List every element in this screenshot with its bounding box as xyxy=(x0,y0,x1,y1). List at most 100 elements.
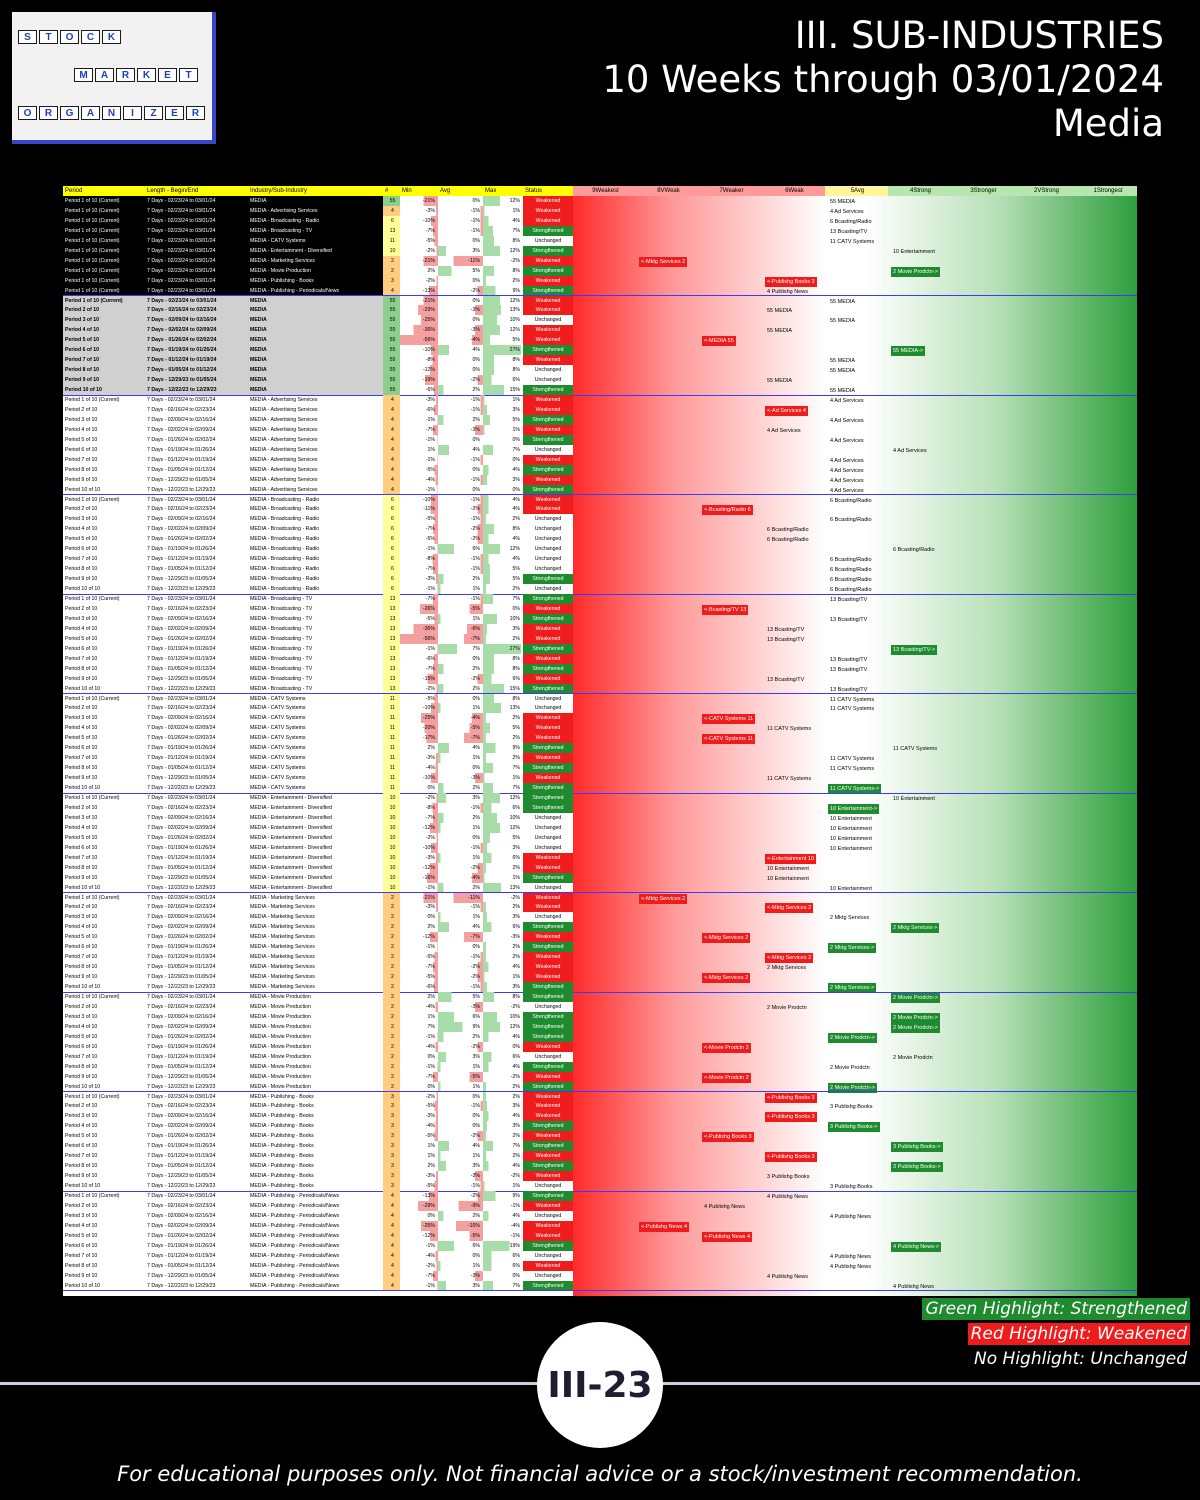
table-row: Period 1 of 10 (Current) 7 Days - 02/23/2… xyxy=(63,594,1137,604)
max-cell: 8% xyxy=(483,693,523,704)
col-header[interactable]: 5Avg xyxy=(825,186,888,196)
table-row: Period 10 of 10 7 Days - 12/22/23 to 12/2… xyxy=(63,1081,1137,1093)
period-cell: Period 7 of 10 xyxy=(65,755,98,762)
status-cell: Unchanged xyxy=(523,1270,573,1281)
status-cell: Strengthened xyxy=(523,225,573,236)
status-cell: Weakened xyxy=(523,773,573,784)
max-cell: 12% xyxy=(483,793,523,803)
table-row: Period 1 of 10 (Current) 7 Days - 02/23/2… xyxy=(63,395,1137,405)
count-cell: 6 xyxy=(383,494,400,505)
length-cell: 7 Days - 01/26/24 to 02/02/24 xyxy=(147,834,216,841)
status-cell: Weakened xyxy=(523,892,573,903)
max-cell: 12% xyxy=(483,325,523,336)
avg-cell: -1% xyxy=(438,982,483,993)
count-cell: 4 xyxy=(383,285,400,296)
logo-letter: M xyxy=(74,68,93,82)
max-cell: 8% xyxy=(483,355,523,366)
industry-cell: MEDIA - Entertainment - Diversified xyxy=(250,874,332,881)
zone-marker: <-Bcasting/TV 13 xyxy=(702,604,749,615)
industry-cell: MEDIA - Broadcasting - Radio xyxy=(250,576,320,583)
period-cell: Period 9 of 10 xyxy=(65,675,98,682)
col-header[interactable]: 6Weak xyxy=(762,186,825,196)
status-cell: Unchanged xyxy=(523,564,573,575)
col-header[interactable]: 9Weakest xyxy=(573,186,636,196)
period-cell: Period 6 of 10 xyxy=(65,1143,98,1150)
zone-marker: 2 Movie Prodctn-> xyxy=(828,1032,877,1043)
col-header[interactable]: 7Weaker xyxy=(699,186,762,196)
min-cell: -5% xyxy=(400,972,438,983)
length-cell: 7 Days - 01/26/24 to 02/02/24 xyxy=(147,635,216,642)
col-header[interactable]: 2VStrong xyxy=(1014,186,1077,196)
col-header[interactable]: Min xyxy=(400,186,438,196)
col-header[interactable]: Industry/Sub-Industry xyxy=(248,186,383,196)
zone-marker: <-Mktg Services 2 xyxy=(702,973,751,984)
avg-cell: 2% xyxy=(438,1031,483,1042)
min-cell: -26% xyxy=(400,603,438,614)
table-row: Period 7 of 10 7 Days - 01/12/24 to 01/19… xyxy=(63,1250,1137,1261)
status-cell: Unchanged xyxy=(523,703,573,714)
avg-cell: 5% xyxy=(438,992,483,1002)
table-row: Period 10 of 10 7 Days - 12/22/23 to 12/2… xyxy=(63,783,1137,795)
col-header[interactable]: Length - Begin/End xyxy=(145,186,248,196)
table-row: Period 9 of 10 7 Days - 12/29/23 to 01/05… xyxy=(63,1171,1137,1182)
table-row: Period 1 of 10 (Current) 7 Days - 02/23/2… xyxy=(63,892,1137,904)
industry-cell: MEDIA - Movie Production xyxy=(250,1003,311,1010)
min-cell: -3% xyxy=(400,1171,438,1182)
period-cell: Period 3 of 10 xyxy=(65,814,98,821)
min-cell: -8% xyxy=(400,802,438,813)
table-row: Period 6 of 10 7 Days - 01/19/24 to 01/26… xyxy=(63,942,1137,954)
status-cell: Weakened xyxy=(523,395,573,405)
count-cell: 3 xyxy=(383,1161,400,1172)
status-cell: Strengthened xyxy=(523,793,573,803)
zone-marker: 55 MEDIA-> xyxy=(891,346,926,357)
table-row: Period 1 of 10 (Current) 7 Days - 02/23/2… xyxy=(63,285,1137,296)
length-cell: 7 Days - 02/16/24 to 02/23/24 xyxy=(145,305,248,316)
col-header[interactable]: Avg xyxy=(438,186,483,196)
max-cell: 4% xyxy=(483,962,523,973)
col-header[interactable]: 4Strong xyxy=(888,186,951,196)
count-cell: 6 xyxy=(383,514,400,525)
table-header: Period Length - Begin/End Industry/Sub-Ind… xyxy=(63,186,1137,196)
zone-marker: 6 Bcasting/Radio xyxy=(767,527,809,534)
length-cell: 7 Days - 12/22/23 to 12/29/23 xyxy=(147,1183,216,1190)
logo-letter: C xyxy=(81,30,100,44)
length-cell: 7 Days - 12/29/23 to 01/05/24 xyxy=(147,675,216,682)
zone-marker: 2 Mktg Services xyxy=(767,965,807,972)
status-cell: Strengthened xyxy=(523,1011,573,1022)
logo-letter: O xyxy=(60,30,79,44)
min-cell: 1% xyxy=(427,1143,436,1150)
status-cell: Strengthened xyxy=(523,763,573,774)
col-header[interactable]: Period xyxy=(63,186,145,196)
period-cell: Period 1 of 10 (Current) xyxy=(63,295,145,306)
length-cell: 7 Days - 01/26/24 to 02/02/24 xyxy=(145,335,248,346)
avg-cell: 0% xyxy=(438,1250,483,1261)
avg-cell: 3% xyxy=(438,245,483,256)
col-header[interactable]: 8VWeak xyxy=(636,186,699,196)
count-cell: 11 xyxy=(383,723,400,734)
col-header[interactable]: Status xyxy=(523,186,573,196)
table-row: Period 1 of 10 (Current) 7 Days - 02/23/2… xyxy=(63,1191,1137,1201)
count-cell: 4 xyxy=(383,414,400,425)
avg-cell: 6% xyxy=(438,1240,483,1251)
zone-marker: <-Mktg Services 2 xyxy=(702,933,751,944)
col-header[interactable]: 1Strongest xyxy=(1077,186,1137,196)
period-cell: Period 10 of 10 xyxy=(65,1083,101,1090)
count-cell: 4 xyxy=(383,464,400,475)
length-cell: 7 Days - 02/23/24 to 03/01/24 xyxy=(145,196,248,206)
length-cell: 7 Days - 02/16/24 to 02/23/24 xyxy=(147,406,216,413)
max-cell: 4% xyxy=(483,534,523,545)
col-header[interactable]: # xyxy=(383,186,400,196)
table-row: Period 4 of 10 7 Days - 02/02/24 to 02/09… xyxy=(63,922,1137,934)
length-cell: 7 Days - 01/12/24 to 01/19/24 xyxy=(147,755,216,762)
industry-cell: MEDIA - Publishing - Books xyxy=(250,1093,314,1100)
col-header[interactable]: 3Stronger xyxy=(951,186,1014,196)
industry-cell: MEDIA - Entertainment - Diversified xyxy=(250,854,332,861)
avg-cell: -1% xyxy=(438,494,483,505)
avg-cell: -11% xyxy=(438,255,483,266)
max-cell: 0% xyxy=(512,436,521,443)
max-cell: 1% xyxy=(483,205,523,216)
zone-marker: <-CATV Systems 11 xyxy=(702,714,756,725)
col-header[interactable]: Max xyxy=(483,186,523,196)
table-row: Period 5 of 10 7 Days - 01/26/24 to 02/02… xyxy=(63,434,1137,445)
